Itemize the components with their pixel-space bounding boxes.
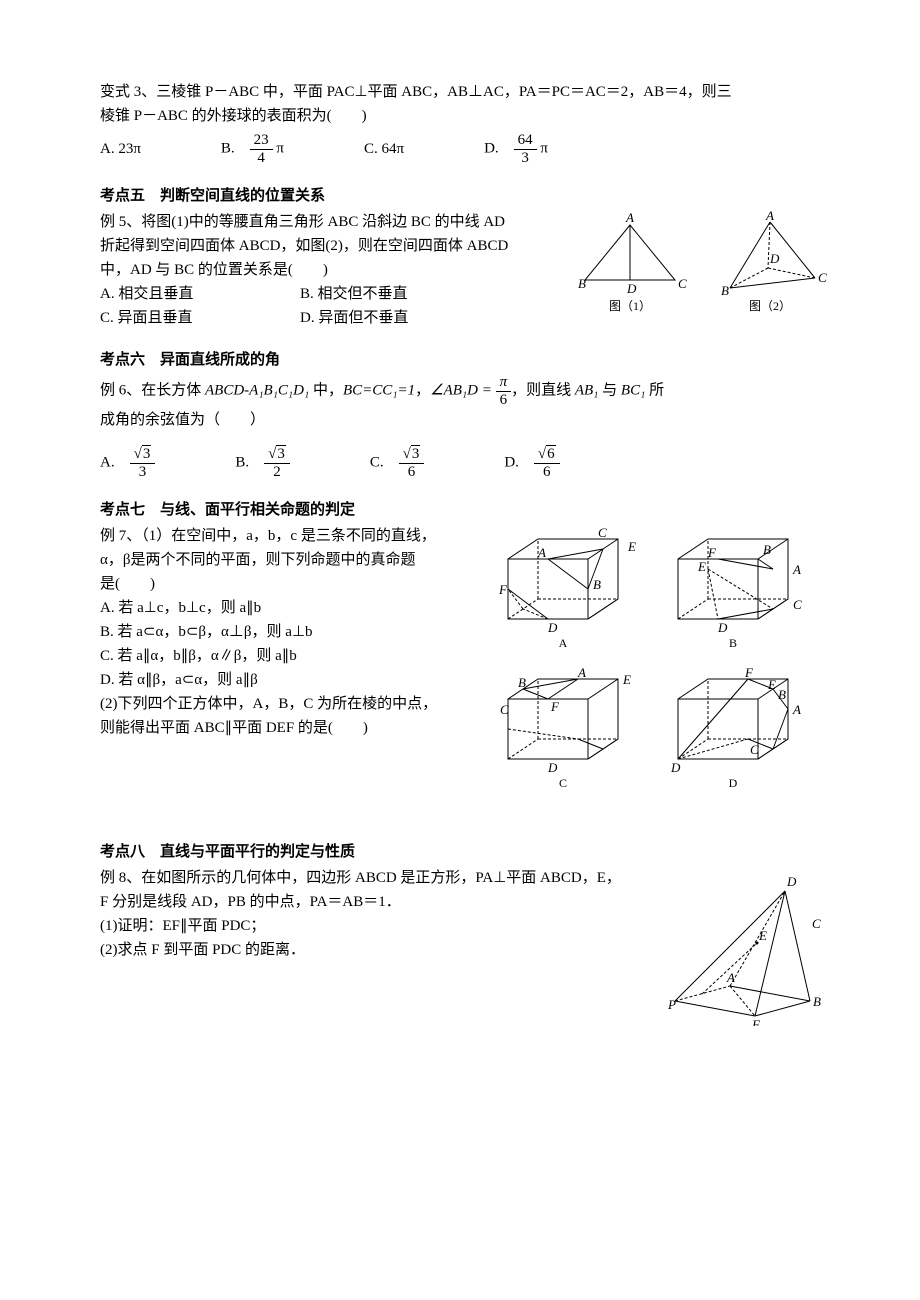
ex5-optC: C. 异面且垂直 [100, 306, 300, 330]
ex6-optB: B. 32 [235, 446, 290, 480]
svg-text:A: A [559, 636, 568, 650]
svg-text:F: F [751, 1017, 761, 1026]
svg-text:B: B [578, 276, 586, 291]
svg-text:图（2）: 图（2） [749, 299, 791, 313]
section6-title: 考点六 异面直线所成的角 [100, 348, 830, 372]
section7-body: 例 7、（1）在空间中，a，b，c 是三条不同的直线， α，β是两个不同的平面，… [100, 524, 830, 822]
cube-A: C E B A F D A [498, 525, 636, 650]
svg-text:A: A [577, 665, 586, 680]
svg-text:B: B [778, 687, 786, 702]
svg-text:C: C [500, 702, 509, 717]
ex5-l1: 例 5、将图(1)中的等腰直角三角形 ABC 沿斜边 BC 的中线 AD [100, 210, 562, 234]
svg-text:A: A [537, 545, 546, 560]
ex8-figure: P A B C D E F [660, 866, 830, 1034]
ex6-optC: C. 36 [370, 446, 425, 480]
ex5-optA: A. 相交且垂直 [100, 282, 300, 306]
ex6-options: A. 33 B. 32 C. 36 D. 66 [100, 446, 830, 480]
svg-text:C: C [818, 270, 827, 285]
ex6-optA: A. 33 [100, 446, 155, 480]
ex5-figures: A B D C 图（1） A B C D 图（2） [570, 210, 830, 330]
svg-text:C: C [750, 742, 759, 757]
svg-text:D: D [547, 620, 558, 635]
fig1: A B D C 图（1） [578, 210, 687, 313]
svg-text:E: E [758, 928, 767, 943]
svg-text:D: D [769, 251, 780, 266]
svg-text:B: B [721, 283, 729, 298]
v3-line1: 变式 3、三棱锥 P－ABC 中，平面 PAC⊥平面 ABC，AB⊥AC，PA＝… [100, 80, 830, 104]
svg-text:F: F [744, 665, 754, 680]
v3-options: A. 23π B. 234 π C. 64π D. 643 π [100, 132, 830, 166]
ex5-optD: D. 异面但不垂直 [300, 306, 408, 330]
cube-D: F E B A C D D [670, 665, 801, 790]
cube-B: B A F C E D B [678, 539, 802, 650]
ex6-optD: D. 66 [504, 446, 559, 480]
ex6-body: 例 6、在长方体 ABCD-A₁B₁C₁D₁ 中，BC=CC₁=1，∠AB₁D … [100, 374, 830, 480]
svg-text:C: C [793, 597, 802, 612]
variant-3: 变式 3、三棱锥 P－ABC 中，平面 PAC⊥平面 ABC，AB⊥AC，PA＝… [100, 80, 830, 166]
svg-text:A: A [792, 702, 801, 717]
svg-text:D: D [670, 760, 681, 775]
svg-text:A: A [726, 970, 735, 985]
v3-line2: 棱锥 P－ABC 的外接球的表面积为( ) [100, 104, 830, 128]
svg-text:C: C [559, 776, 567, 790]
svg-text:D: D [729, 776, 738, 790]
svg-text:B: B [813, 994, 821, 1009]
svg-text:C: C [598, 525, 607, 540]
svg-text:E: E [627, 539, 636, 554]
svg-text:F: F [498, 582, 508, 597]
svg-text:F: F [707, 545, 717, 560]
svg-text:图（1）: 图（1） [609, 299, 651, 313]
ex5-svg: A B D C 图（1） A B C D 图（2） [570, 210, 830, 320]
svg-text:D: D [717, 620, 728, 635]
svg-text:D: D [626, 281, 637, 296]
svg-text:F: F [550, 699, 560, 714]
ex5-l3: 中，AD 与 BC 的位置关系是( ) [100, 258, 562, 282]
fig2: A B C D 图（2） [721, 210, 827, 313]
svg-text:B: B [593, 577, 601, 592]
svg-text:E: E [622, 672, 631, 687]
v3-optD: D. 643 π [484, 132, 548, 166]
v3-optB: B. 234 π [221, 132, 284, 166]
svg-text:A: A [625, 210, 634, 225]
svg-text:D: D [786, 874, 797, 889]
ex5-l2: 折起得到空间四面体 ABCD，如图(2)，则在空间四面体 ABCD [100, 234, 562, 258]
v3-optA: A. 23π [100, 137, 141, 161]
svg-text:D: D [547, 760, 558, 775]
section8-body: 例 8、在如图所示的几何体中，四边形 ABCD 是正方形，PA⊥平面 ABCD，… [100, 866, 830, 1034]
svg-text:B: B [518, 675, 526, 690]
svg-text:A: A [765, 210, 774, 223]
section5-title: 考点五 判断空间直线的位置关系 [100, 184, 830, 208]
ex5-optB: B. 相交但不垂直 [300, 282, 408, 306]
svg-text:E: E [697, 559, 706, 574]
section8-title: 考点八 直线与平面平行的判定与性质 [100, 840, 830, 864]
svg-text:E: E [767, 677, 776, 692]
section5-body: 例 5、将图(1)中的等腰直角三角形 ABC 沿斜边 BC 的中线 AD 折起得… [100, 210, 830, 330]
ex7-svg: C E B A F D A B A F C E [488, 524, 818, 814]
svg-text:P: P [667, 997, 676, 1012]
svg-text:A: A [792, 562, 801, 577]
svg-text:C: C [678, 276, 687, 291]
v3-optC: C. 64π [364, 137, 404, 161]
ex7-figures: C E B A F D A B A F C E [488, 524, 818, 822]
svg-text:B: B [729, 636, 737, 650]
cube-C: A B C E F D C [500, 665, 631, 790]
section7-title: 考点七 与线、面平行相关命题的判定 [100, 498, 830, 522]
svg-text:B: B [763, 542, 771, 557]
ex8-svg: P A B C D E F [660, 866, 830, 1026]
svg-text:C: C [812, 916, 821, 931]
